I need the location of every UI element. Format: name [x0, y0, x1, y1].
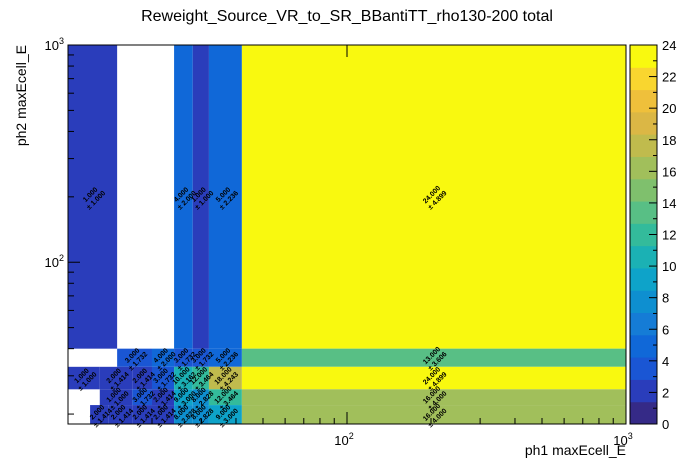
palette-band: [630, 67, 657, 91]
heatmap-cell: [241, 366, 627, 390]
x-tick-label: 103: [613, 431, 632, 448]
palette-tick-label: 10: [662, 259, 676, 274]
palette-band: [630, 290, 657, 314]
heatmap-cell: [174, 405, 193, 424]
palette-tick-label: 16: [662, 164, 676, 179]
y-axis-label: ph2 maxEcell_E: [13, 45, 29, 146]
heatmap-cell: [151, 366, 175, 390]
palette-band: [630, 201, 657, 224]
palette-tick-label: 14: [662, 196, 676, 211]
chart-title: Reweight_Source_VR_to_SR_BBantiTT_rho130…: [141, 8, 553, 25]
heatmap-cell: [241, 389, 627, 406]
heatmap-cell: [117, 348, 152, 367]
palette-band: [630, 401, 657, 425]
heatmap-cell: [192, 366, 209, 390]
palette-tick-label: 12: [662, 228, 676, 243]
heatmap-cell: [192, 405, 209, 424]
heatmap-cell: [174, 389, 193, 406]
palette-band: [630, 357, 657, 380]
heatmap-cell: [90, 405, 109, 424]
heatmap-cell: [174, 348, 193, 367]
heatmap-cell: [132, 366, 152, 390]
heatmap-cell: [192, 348, 209, 367]
heatmap-cell: [241, 348, 627, 367]
palette-tick-label: 20: [662, 101, 676, 116]
x-tick-label: 102: [334, 431, 353, 448]
heatmap-cell: [151, 348, 175, 367]
x-axis-label: ph1 maxEcell_E: [525, 442, 626, 458]
palette-tick-label: 22: [662, 70, 676, 85]
heatmap-cell: [68, 45, 118, 349]
heatmap-cell: [151, 389, 175, 406]
heatmap-cell: [132, 405, 152, 424]
palette-band: [630, 267, 657, 291]
y-tick-label: 102: [45, 253, 64, 270]
palette-band: [630, 379, 657, 403]
palette-band: [630, 111, 657, 135]
heatmap-cell: [192, 45, 209, 349]
heatmap-cell: [208, 348, 242, 367]
palette-band: [630, 245, 657, 269]
heatmap-cell: [208, 389, 242, 406]
palette-band: [630, 134, 657, 157]
palette-band: [630, 45, 657, 68]
palette-tick-label: 2: [662, 385, 669, 400]
heatmap-cell: [241, 405, 627, 424]
heatmap-cell: [174, 366, 193, 390]
heatmap-cell: [192, 389, 209, 406]
heatmap-cell: [151, 405, 175, 424]
palette-band: [630, 312, 657, 336]
palette-tick-label: 18: [662, 133, 676, 148]
heatmap-cell: [99, 389, 133, 406]
palette-tick-label: 6: [662, 322, 669, 337]
heatmap-cell: [174, 45, 193, 349]
palette-band: [630, 89, 657, 113]
palette-tick-label: 4: [662, 354, 669, 369]
palette-tick-label: 24: [662, 38, 676, 53]
heatmap-cell: [241, 45, 627, 349]
y-tick-label: 103: [45, 36, 64, 53]
heatmap-cells: [68, 45, 627, 424]
heatmap-cell: [208, 366, 242, 390]
heatmap-cell: [99, 366, 133, 390]
palette-band: [630, 223, 657, 247]
axes: 102 103 102 103: [45, 36, 633, 448]
heatmap-cell: [208, 45, 242, 349]
heatmap-cell: [108, 405, 133, 424]
palette-tick-label: 8: [662, 291, 669, 306]
palette-band: [630, 178, 657, 202]
heatmap-cell: [132, 389, 152, 406]
heatmap-cell: [208, 405, 242, 424]
palette-tick-label: 0: [662, 417, 669, 432]
heatmap-cell: [68, 366, 100, 390]
palette-band: [630, 334, 657, 358]
palette-band: [630, 156, 657, 180]
